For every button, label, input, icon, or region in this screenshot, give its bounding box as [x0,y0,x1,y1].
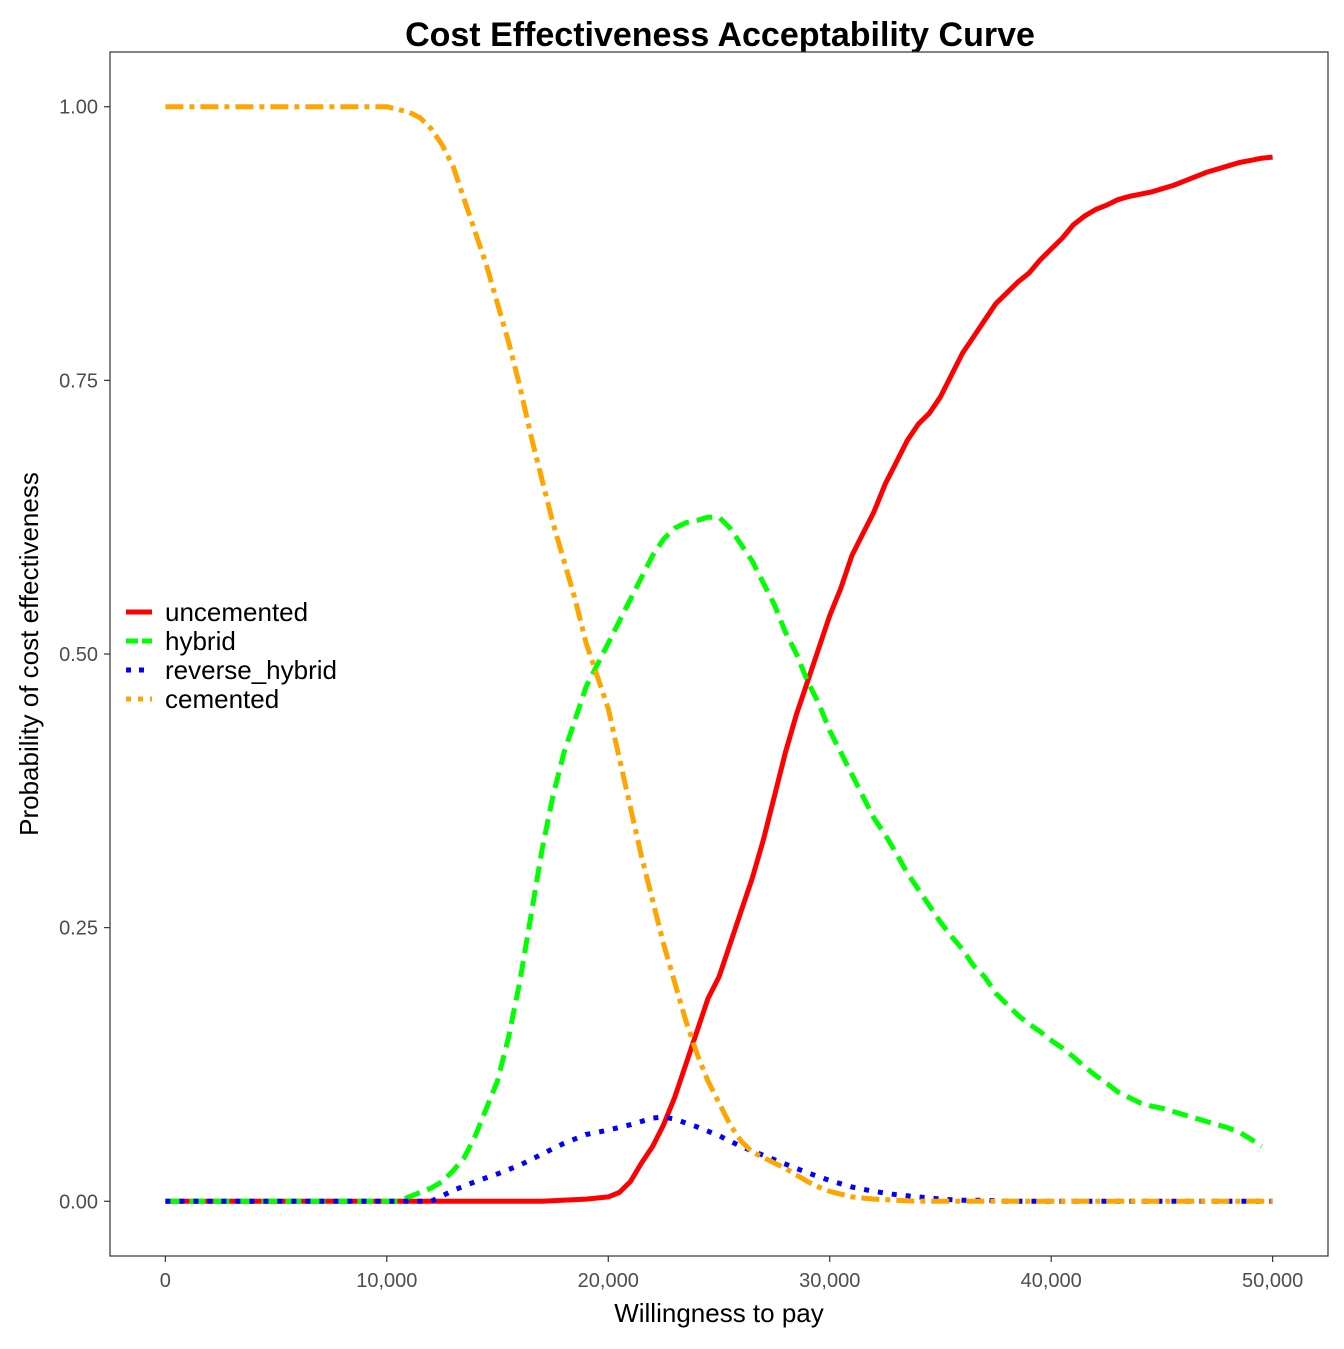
x-tick-label: 0 [160,1270,171,1292]
legend-label-cemented: cemented [165,684,279,714]
y-tick-label: 0.25 [59,918,98,940]
plot-panel [109,51,1329,1257]
y-tick-label: 0.00 [59,1191,98,1213]
x-axis-title: Willingness to pay [614,1298,824,1328]
x-tick-label: 10,000 [356,1270,417,1292]
x-tick-label: 50,000 [1242,1270,1303,1292]
y-axis: 0.00 0.25 0.50 0.75 1.00 [59,97,110,1213]
series-line-uncemented [165,154,1273,1204]
y-tick-label: 0.75 [59,370,98,392]
y-tick-label: 0.50 [59,644,98,666]
series-line-cemented [165,104,1273,1204]
x-tick-label: 20,000 [578,1270,639,1292]
series-line-hybrid [165,514,1264,1204]
chart-title: Cost Effectiveness Acceptability Curve [405,16,1035,54]
x-tick-label: 30,000 [799,1270,860,1292]
x-axis: 0 10,000 20,000 30,000 40,000 50,000 [160,1256,1303,1292]
x-tick-label: 40,000 [1021,1270,1082,1292]
series-line-reverse-hybrid [165,1114,1273,1204]
legend-label-uncemented: uncemented [165,597,308,627]
y-tick-label: 1.00 [59,97,98,119]
series-layer [165,104,1273,1204]
y-axis-title: Probability of cost effectiveness [14,472,44,836]
legend-label-hybrid: hybrid [165,626,236,656]
legend-label-reverse-hybrid: reverse_hybrid [165,655,337,685]
